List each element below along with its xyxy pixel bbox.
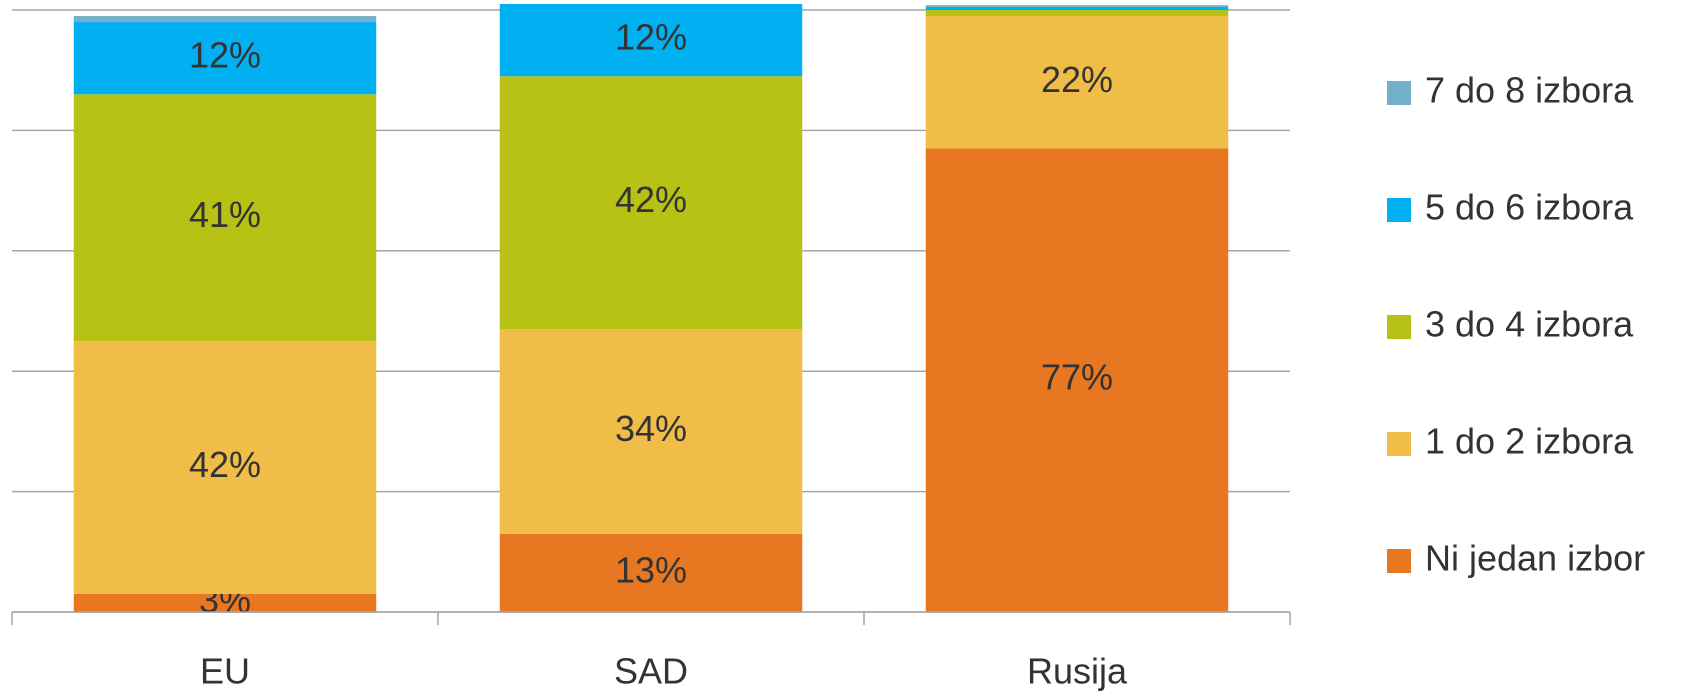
legend-swatch — [1387, 198, 1411, 222]
bar-segment — [73, 593, 377, 612]
bar-segment — [925, 5, 1229, 7]
bar-segment — [925, 16, 1229, 149]
data-label: 42% — [615, 179, 687, 220]
x-tick-label: EU — [200, 651, 250, 692]
data-label: 41% — [189, 194, 261, 235]
bar-segment — [499, 76, 803, 330]
bar-segment — [499, 533, 803, 612]
x-tick-label: Rusija — [1027, 651, 1128, 692]
legend-label: Ni jedan izbor — [1425, 538, 1645, 579]
data-label: 77% — [1041, 357, 1113, 398]
legend-label: 7 do 8 izbora — [1425, 70, 1634, 111]
bar-segment — [925, 148, 1229, 612]
bar-segment — [73, 22, 377, 95]
data-label: 12% — [189, 35, 261, 76]
bar-segment — [925, 10, 1229, 17]
legend-label: 3 do 4 izbora — [1425, 304, 1634, 345]
bar-segment — [499, 329, 803, 534]
bar-segment — [73, 341, 377, 594]
data-label: 34% — [615, 408, 687, 449]
legend-swatch — [1387, 432, 1411, 456]
legend-swatch — [1387, 315, 1411, 339]
legend-label: 1 do 2 izbora — [1425, 421, 1634, 462]
data-label: 22% — [1041, 59, 1113, 100]
bar-segment — [73, 94, 377, 342]
bar-segment — [73, 16, 377, 23]
legend-label: 5 do 6 izbora — [1425, 187, 1634, 228]
data-label: 42% — [189, 444, 261, 485]
data-label: 12% — [615, 17, 687, 58]
bar-segment — [925, 6, 1229, 10]
x-tick-label: SAD — [614, 651, 688, 692]
legend-swatch — [1387, 81, 1411, 105]
data-label: 13% — [615, 549, 687, 590]
bar-segment — [499, 3, 803, 77]
legend-swatch — [1387, 549, 1411, 573]
